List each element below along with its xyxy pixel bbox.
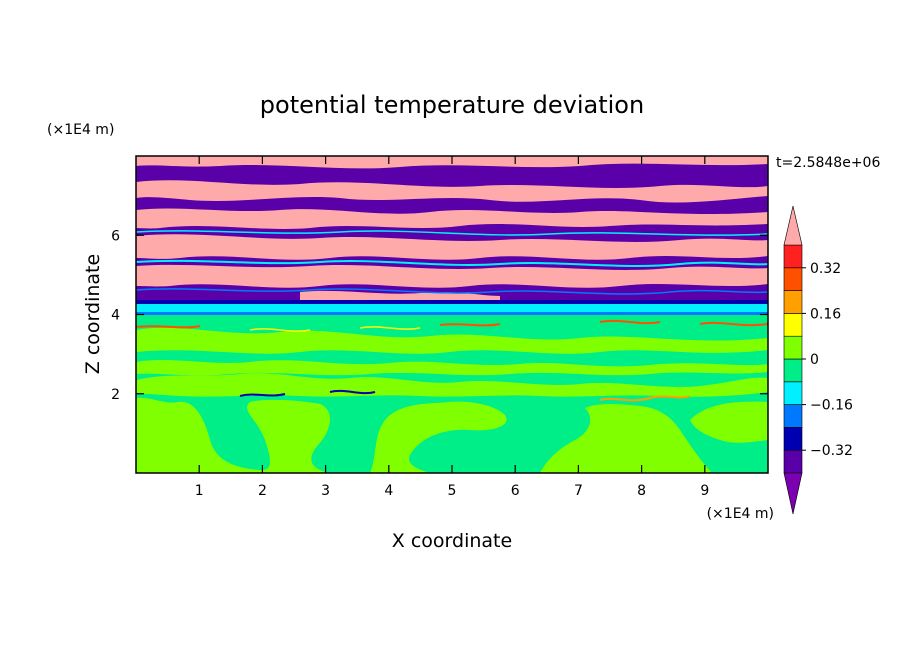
- time-label: t=2.5848e+06: [776, 155, 880, 171]
- pink-band: [136, 234, 768, 260]
- colorbar-segment: [783, 449, 803, 474]
- colorbar-segment: [783, 244, 803, 269]
- colorbar-segment: [783, 335, 803, 360]
- x-axis: 1 2 3 4 5 6 7 8 9: [195, 156, 709, 499]
- colorbar-ticks: 0.32 0.16 0 −0.16 −0.32: [802, 261, 853, 459]
- green-patch: [540, 404, 712, 473]
- pink-band: [136, 180, 768, 203]
- colorbar-segment: [783, 290, 803, 314]
- colorbar-segment: [783, 313, 803, 337]
- colorbar-tick-label: 0.16: [810, 306, 841, 322]
- chart-title: potential temperature deviation: [260, 91, 644, 119]
- x-tick-label: 2: [258, 483, 267, 499]
- colorbar-segment: [783, 404, 803, 428]
- x-tick-label: 7: [574, 483, 583, 499]
- green-patch: [370, 401, 507, 473]
- x-tick-label: 1: [195, 483, 204, 499]
- contour-streak: [136, 288, 768, 295]
- colorbar-segment: [783, 381, 803, 405]
- x-tick-label: 3: [321, 483, 330, 499]
- x-tick-label: 4: [384, 483, 393, 499]
- pink-band: [136, 208, 768, 229]
- y-unit-label: (×1E4 m): [47, 122, 114, 138]
- y-tick-label: 2: [111, 387, 120, 403]
- x-axis-label: X coordinate: [392, 530, 512, 552]
- interface-band-blue: [136, 312, 768, 315]
- green-patch: [136, 327, 768, 354]
- x-unit-label: (×1E4 m): [707, 506, 774, 522]
- colorbar-tick-label: 0.32: [810, 261, 841, 277]
- colorbar: [783, 205, 803, 515]
- y-tick-label: 6: [111, 228, 120, 244]
- green-patch: [690, 401, 768, 443]
- x-tick-label: 5: [448, 483, 457, 499]
- contour-streak: [136, 230, 768, 236]
- contour-field: [136, 156, 768, 473]
- y-axis-label: Z coordinate: [82, 254, 104, 374]
- y-axis: 2 4 6: [111, 228, 768, 403]
- interface-band-cyan: [136, 304, 768, 312]
- x-tick-label: 8: [637, 483, 646, 499]
- x-tick-label: 6: [511, 483, 520, 499]
- colorbar-arrow-high: [783, 205, 803, 246]
- colorbar-segment: [783, 358, 803, 383]
- contour-streak: [136, 319, 768, 329]
- colorbar-tick-label: −0.32: [810, 443, 853, 459]
- x-tick-label: 9: [700, 483, 709, 499]
- contour-streak: [599, 395, 691, 402]
- green-patch: [136, 373, 768, 397]
- green-patch: [136, 397, 330, 473]
- y-tick-label: 4: [111, 308, 120, 324]
- colorbar-tick-label: −0.16: [810, 398, 853, 414]
- colorbar-segment: [783, 267, 803, 291]
- contour-streak: [249, 326, 421, 332]
- pink-band: [136, 264, 768, 288]
- green-patch: [136, 360, 768, 376]
- contour-streak: [239, 389, 376, 397]
- colorbar-segment: [783, 427, 803, 451]
- contour-streak: [136, 259, 768, 267]
- colorbar-arrow-low: [783, 472, 803, 515]
- interface-band-navy: [136, 300, 768, 304]
- colorbar-tick-label: 0: [810, 352, 819, 368]
